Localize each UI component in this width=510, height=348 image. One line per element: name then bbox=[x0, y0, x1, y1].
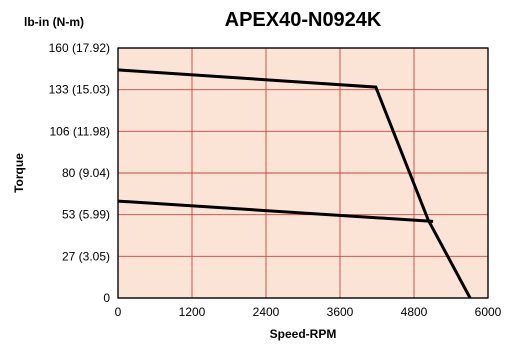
y-axis-label: Torque bbox=[12, 153, 26, 193]
y-tick-label: 80 (9.04) bbox=[62, 166, 110, 180]
tick-labels: 0 1200 2400 3600 4800 6000 0 27 (3.05) 53 (5.99)… bbox=[49, 41, 502, 319]
x-tick-label: 6000 bbox=[475, 305, 502, 319]
series-layer bbox=[117, 68, 472, 299]
y-tick-label: 133 (15.03) bbox=[49, 83, 110, 97]
x-tick-label: 4800 bbox=[401, 305, 428, 319]
x-tick-label: 2400 bbox=[253, 305, 280, 319]
continuous-torque-line bbox=[117, 199, 434, 223]
x-tick-label: 0 bbox=[115, 305, 122, 319]
y-tick-label: 160 (17.92) bbox=[49, 41, 110, 55]
chart-title: APEX40-N0924K bbox=[225, 9, 382, 31]
x-tick-label: 1200 bbox=[179, 305, 206, 319]
peak-torque-line bbox=[117, 68, 472, 299]
y-tick-label: 27 (3.05) bbox=[62, 249, 110, 263]
y-tick-label: 0 bbox=[103, 291, 110, 305]
y-tick-label: 106 (11.98) bbox=[50, 124, 111, 138]
x-tick-label: 3600 bbox=[327, 305, 354, 319]
grid-lines bbox=[117, 47, 489, 299]
x-axis-label: Speed-RPM bbox=[270, 327, 337, 341]
plot-frame bbox=[117, 47, 489, 299]
y-unit-label: lb-in (N-m) bbox=[24, 15, 84, 29]
y-tick-label: 53 (5.99) bbox=[62, 208, 110, 222]
